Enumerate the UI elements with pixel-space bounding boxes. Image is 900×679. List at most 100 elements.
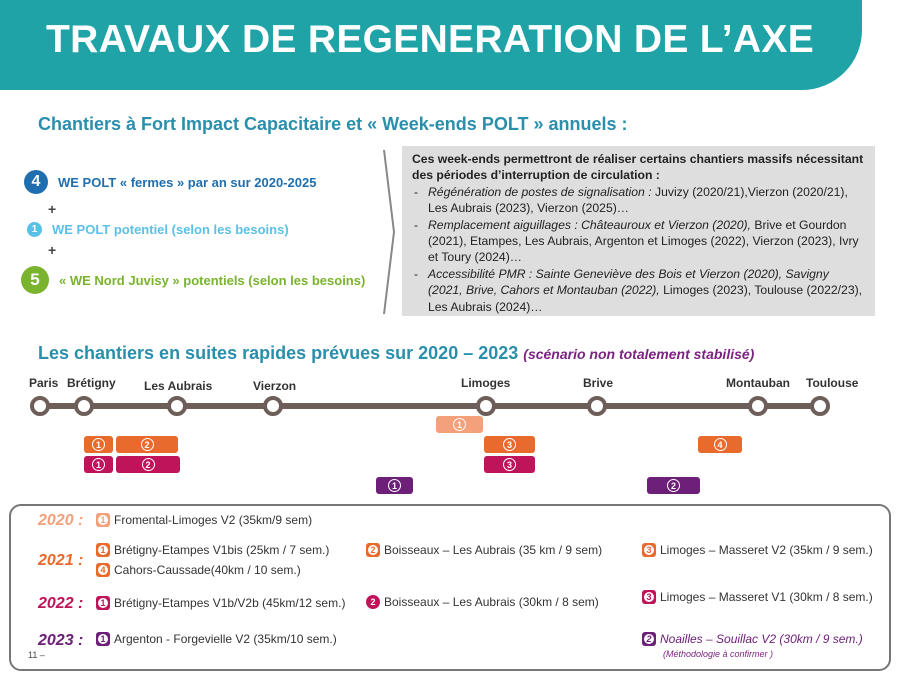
chip-number: 2 <box>667 479 680 492</box>
chip-number: 2 <box>140 438 154 451</box>
info-item-label: Régénération de postes de signalisation … <box>428 184 652 199</box>
station-node <box>74 396 94 416</box>
badge-number: 4 <box>98 565 108 575</box>
badge-number: 2 <box>368 545 378 555</box>
plus-sign: + <box>48 201 57 217</box>
info-item: Remplacement aiguillages : Châteauroux e… <box>412 217 865 266</box>
title-banner: TRAVAUX DE REGENERATION DE L’AXE <box>0 0 862 90</box>
work-chip-2021-2: 2 <box>116 436 178 453</box>
we-row-potentiel: 1 WE POLT potentiel (selon les besoins) <box>27 222 289 237</box>
station-label-bretigny: Brétigny <box>67 376 116 390</box>
legend-item-text: Brétigny-Etampes V1bis (25km / 7 sem.) <box>114 543 330 557</box>
section-title-text: Les chantiers en suites rapides prévues … <box>38 343 519 363</box>
we-row-nord-juvisy: 5 « WE Nord Juvisy » potentiels (selon l… <box>21 266 365 294</box>
legend-item: 2 Boisseaux – Les Aubrais (35 km / 9 sem… <box>366 543 602 557</box>
badge-number: 2 <box>644 634 654 644</box>
chip-number: 1 <box>92 458 105 471</box>
plus-sign: + <box>48 242 57 258</box>
info-item-label: Remplacement aiguillages : Châteauroux e… <box>428 217 751 232</box>
we-count-badge: 5 <box>21 266 49 294</box>
station-node <box>263 396 283 416</box>
info-list: Régénération de postes de signalisation … <box>412 184 865 315</box>
chip-number: 4 <box>713 438 727 451</box>
legend-number-badge: 3 <box>642 590 656 604</box>
work-chip-2022-1: 1 <box>84 456 113 473</box>
badge-number: 1 <box>98 545 108 555</box>
chip-number: 1 <box>92 438 105 451</box>
page-number: 11 – <box>28 650 45 660</box>
year-label-2020: 2020 : <box>38 512 84 529</box>
badge-number: 3 <box>644 545 654 555</box>
station-label-les-aubrais: Les Aubrais <box>144 379 213 393</box>
legend-number-badge: 1 <box>96 513 110 527</box>
info-box: Ces week-ends permettront de réaliser ce… <box>402 146 875 316</box>
section-title-note: (scénario non totalement stabilisé) <box>523 346 755 362</box>
legend-item: 1 Argenton - Forgevielle V2 (35km/10 sem… <box>96 632 337 646</box>
badge-number: 1 <box>98 515 108 525</box>
work-chip-2021-4: 4 <box>698 436 742 453</box>
legend-number-badge: 1 <box>96 596 110 610</box>
legend-number-badge: 2 <box>642 632 656 646</box>
info-item: Régénération de postes de signalisation … <box>412 184 865 217</box>
we-count-badge: 4 <box>24 170 48 194</box>
methodology-note: (Méthodologie à confirmer ) <box>663 649 774 659</box>
legend-item: 3 Limoges – Masseret V1 (30km / 8 sem.) <box>642 590 873 604</box>
legend-item-text: Brétigny-Etampes V1b/V2b (45km/12 sem.) <box>114 596 346 610</box>
year-label-2021: 2021 : <box>38 552 84 569</box>
we-label: « WE Nord Juvisy » potentiels (selon les… <box>59 272 366 288</box>
station-node <box>587 396 607 416</box>
legend-item: 2 Noailles – Souillac V2 (30km / 9 sem.) <box>642 632 863 646</box>
chip-number: 3 <box>503 438 516 451</box>
work-chip-2022-2: 2 <box>116 456 180 473</box>
station-label-montauban: Montauban <box>726 376 790 390</box>
legend-item-text: Boisseaux – Les Aubrais (30km / 8 sem) <box>384 595 599 609</box>
badge-number: 1 <box>98 634 108 644</box>
info-item-text: Brive et Gourdon (2021), Etampes, Les Au… <box>428 217 859 265</box>
chip-number: 1 <box>453 418 466 431</box>
legend-box <box>9 504 891 671</box>
legend-number-badge: 1 <box>96 632 110 646</box>
station-node <box>30 396 50 416</box>
legend-item: 1 Brétigny-Etampes V1b/V2b (45km/12 sem.… <box>96 596 345 610</box>
we-label: WE POLT potentiel (selon les besoins) <box>52 222 289 237</box>
work-chip-2023-1: 1 <box>376 477 413 494</box>
legend-item-text: Limoges – Masseret V2 (35km / 9 sem.) <box>660 543 873 557</box>
station-label-vierzon: Vierzon <box>253 379 297 393</box>
legend-item: 1 Fromental-Limoges V2 (35km/9 sem) <box>96 513 312 527</box>
station-node <box>167 396 187 416</box>
info-item-text: Limoges (2023), Toulouse (2022/23), Les … <box>428 283 863 314</box>
station-node <box>748 396 768 416</box>
work-chip-2021-3: 3 <box>484 436 535 453</box>
legend-item-text: Cahors-Caussade(40km / 10 sem.) <box>114 563 301 577</box>
legend-item: 1 Brétigny-Etampes V1bis (25km / 7 sem.) <box>96 543 329 557</box>
legend-item: 4 Cahors-Caussade(40km / 10 sem.) <box>96 563 301 577</box>
section-title-suites: Les chantiers en suites rapides prévues … <box>38 343 754 364</box>
legend-item-text: Noailles – Souillac V2 (30km / 9 sem.) <box>660 632 863 646</box>
chip-number: 1 <box>388 479 401 492</box>
year-label-2023: 2023 : <box>38 632 84 649</box>
legend-item: 3 Limoges – Masseret V2 (35km / 9 sem.) <box>642 543 873 557</box>
chip-number: 2 <box>141 458 155 471</box>
work-chip-2020-1: 1 <box>436 416 483 433</box>
work-chip-2021-1: 1 <box>84 436 113 453</box>
info-lead: Ces week-ends permettront de réaliser ce… <box>412 152 864 183</box>
station-label-brive: Brive <box>583 376 614 390</box>
page-title: TRAVAUX DE REGENERATION DE L’AXE <box>46 18 815 61</box>
station-node <box>476 396 496 416</box>
we-label: WE POLT « fermes » par an sur 2020-2025 <box>58 174 317 190</box>
badge-number: 2 <box>370 597 376 607</box>
work-chip-2022-3: 3 <box>484 456 535 473</box>
bracket-chevron-icon <box>383 149 396 315</box>
rail-track <box>40 403 820 409</box>
badge-number: 3 <box>644 592 654 602</box>
info-item-label: Accessibilité PMR : Sainte Geneviève des… <box>428 266 829 298</box>
legend-number-badge: 4 <box>96 563 110 577</box>
section-title-impact: Chantiers à Fort Impact Capacitaire et «… <box>38 114 628 134</box>
station-label-paris: Paris <box>29 376 59 390</box>
legend-item-text: Boisseaux – Les Aubrais (35 km / 9 sem) <box>384 543 603 557</box>
year-label-2022: 2022 : <box>38 595 84 612</box>
station-label-limoges: Limoges <box>461 376 511 390</box>
legend-item-text: Limoges – Masseret V1 (30km / 8 sem.) <box>660 590 873 604</box>
chip-number: 3 <box>503 458 516 471</box>
legend-item-text: Argenton - Forgevielle V2 (35km/10 sem.) <box>114 632 337 646</box>
